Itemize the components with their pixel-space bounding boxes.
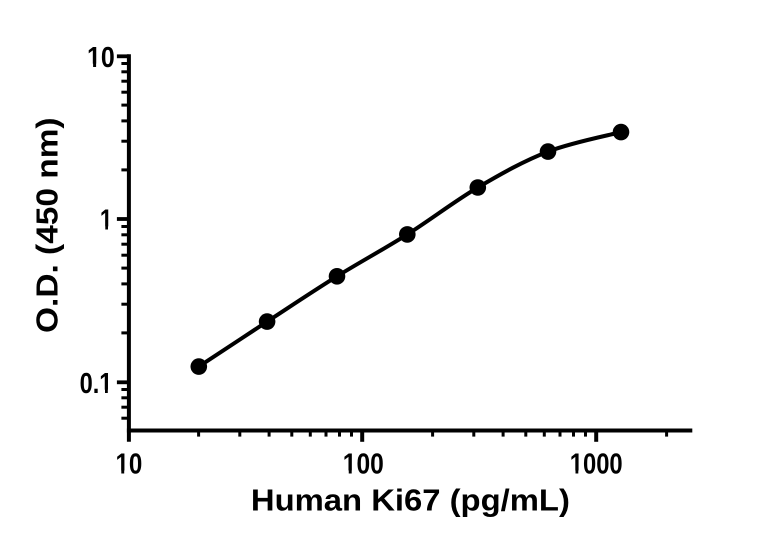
svg-text:10: 10 [115,448,142,481]
svg-text:100: 100 [343,448,384,480]
svg-text:Human Ki67 (pg/mL): Human Ki67 (pg/mL) [251,483,570,518]
svg-text:0.1: 0.1 [80,367,113,400]
svg-text:10: 10 [87,41,115,73]
svg-text:1: 1 [100,203,113,236]
svg-text:O.D. (450 nm): O.D. (450 nm) [30,117,65,333]
svg-text:1000: 1000 [570,447,623,480]
